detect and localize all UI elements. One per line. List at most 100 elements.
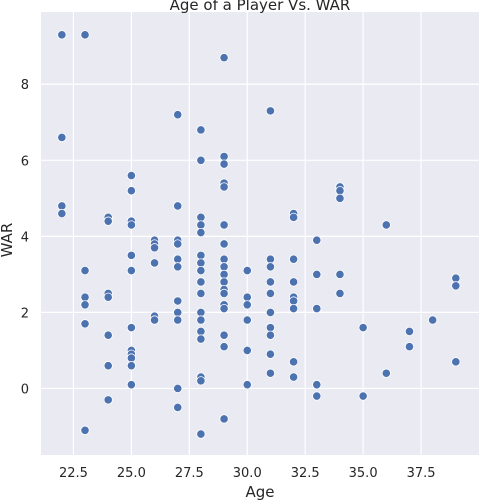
data-point	[381, 368, 391, 378]
data-point	[289, 357, 299, 367]
data-point	[335, 288, 345, 298]
data-point	[265, 307, 276, 318]
chart-title: Age of a Player Vs. WAR	[170, 0, 351, 14]
data-point	[289, 296, 299, 306]
data-point	[173, 296, 183, 306]
data-point	[196, 376, 206, 386]
data-point	[173, 383, 183, 394]
data-point	[265, 262, 276, 272]
data-point	[265, 349, 276, 359]
data-point	[219, 304, 229, 314]
data-point	[149, 258, 160, 268]
data-point	[219, 254, 229, 264]
data-point	[219, 414, 229, 424]
data-point	[219, 151, 229, 162]
x-tick-label: 27.5	[175, 466, 204, 481]
y-axis-label: WAR	[0, 223, 16, 258]
y-tick-label: 2	[21, 306, 29, 321]
data-point	[173, 307, 183, 318]
data-point	[289, 372, 299, 382]
data-point	[219, 239, 229, 249]
data-point	[265, 277, 276, 287]
data-point	[196, 288, 206, 298]
data-point	[265, 330, 276, 340]
data-point	[57, 201, 67, 211]
data-point	[312, 380, 322, 390]
data-point	[126, 250, 136, 260]
data-point	[289, 277, 299, 287]
data-point	[196, 212, 206, 222]
data-point	[289, 304, 299, 314]
data-point	[451, 281, 461, 291]
data-point	[335, 193, 345, 203]
data-point	[196, 315, 206, 325]
plot-area	[41, 12, 479, 455]
data-point	[219, 182, 229, 192]
data-point	[196, 250, 206, 260]
x-tick-label: 35.0	[349, 466, 378, 481]
data-point	[219, 330, 229, 340]
data-point	[196, 125, 206, 135]
data-point	[265, 254, 276, 264]
data-point	[196, 265, 206, 276]
data-point	[173, 254, 183, 264]
data-point	[149, 243, 160, 253]
data-point	[381, 220, 391, 230]
data-point	[242, 300, 252, 310]
data-point	[265, 323, 276, 333]
data-point	[80, 265, 90, 276]
data-point	[57, 30, 67, 40]
data-point	[219, 53, 229, 63]
data-point	[173, 315, 183, 325]
data-point	[126, 265, 136, 276]
data-point	[103, 361, 113, 371]
data-point	[358, 391, 368, 401]
data-point	[428, 315, 438, 325]
data-point	[196, 326, 206, 337]
data-point	[242, 292, 252, 302]
y-tick-label: 0	[21, 382, 29, 397]
data-point	[126, 186, 136, 196]
data-point	[219, 159, 229, 169]
data-point	[451, 273, 461, 283]
data-point	[219, 269, 229, 279]
data-point	[265, 106, 276, 116]
data-point	[57, 132, 67, 143]
data-point	[126, 353, 136, 363]
data-point	[289, 254, 299, 264]
data-point	[404, 342, 415, 352]
data-point	[80, 30, 90, 40]
data-point	[312, 235, 322, 245]
data-point	[312, 391, 322, 401]
data-point	[57, 208, 67, 219]
grid	[41, 12, 479, 455]
data-point	[404, 326, 415, 337]
data-point	[242, 265, 252, 276]
data-point	[126, 380, 136, 390]
data-point	[173, 402, 183, 413]
data-point	[196, 258, 206, 268]
y-tick-label: 6	[21, 154, 29, 169]
x-tick-label: 25.0	[117, 466, 146, 481]
data-point	[265, 288, 276, 298]
data-point	[80, 300, 90, 310]
data-point	[265, 368, 276, 378]
data-point	[219, 288, 229, 298]
data-point	[242, 315, 252, 325]
data-point	[312, 304, 322, 314]
data-point	[219, 342, 229, 352]
data-point	[196, 220, 206, 230]
data-point	[312, 269, 322, 279]
data-point	[196, 307, 206, 318]
data-point	[196, 429, 206, 439]
data-point	[289, 212, 299, 222]
data-point	[196, 227, 206, 238]
data-point	[219, 277, 229, 287]
data-point	[335, 186, 345, 196]
data-point	[80, 425, 90, 435]
x-tick-label: 32.5	[291, 466, 320, 481]
data-point	[196, 277, 206, 287]
data-point	[358, 323, 368, 333]
y-tick-label: 4	[21, 230, 29, 245]
